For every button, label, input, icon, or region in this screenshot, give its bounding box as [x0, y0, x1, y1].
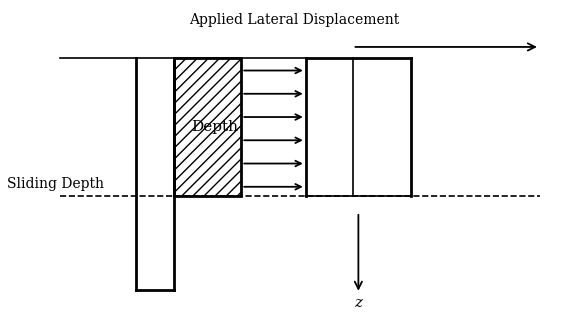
Text: Depth: Depth [192, 120, 239, 134]
Text: z: z [355, 296, 362, 310]
Text: Sliding Depth: Sliding Depth [7, 177, 104, 191]
Text: Applied Lateral Displacement: Applied Lateral Displacement [189, 13, 399, 27]
Bar [174, 58, 241, 196]
